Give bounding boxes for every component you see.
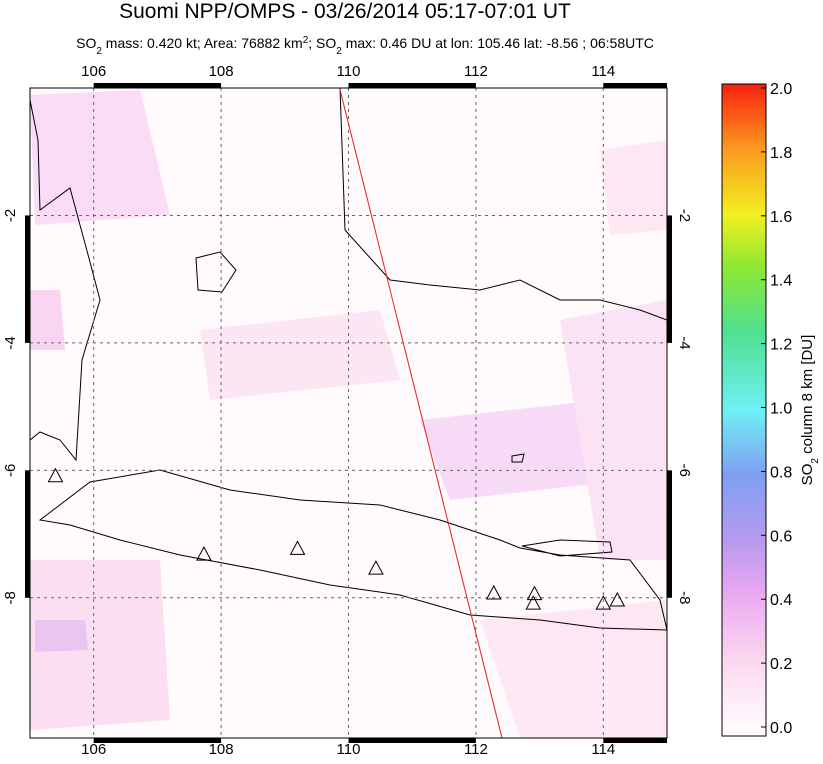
- x-tick-label: 108: [209, 63, 234, 80]
- x-tick-label: 106: [81, 63, 106, 80]
- colorbar-tick-label: 0.6: [770, 528, 792, 545]
- colorbar-tick-label: 1.6: [770, 209, 792, 226]
- frame-band: [25, 470, 30, 598]
- volcano: [47, 467, 64, 483]
- subscript: 2: [810, 458, 821, 464]
- text-part: ; SO: [308, 35, 336, 51]
- colorbar-tick-label: 1.4: [770, 273, 792, 290]
- frame-band: [93, 83, 222, 88]
- colorbar-tick-label: 1.2: [770, 337, 792, 354]
- y-tick-label: -2: [676, 209, 693, 222]
- subscript: 2: [96, 46, 102, 57]
- x-tick-label: 112: [464, 63, 488, 80]
- volcano: [526, 585, 543, 601]
- text-part: mass: 0.420 kt; Area: 76882 km: [102, 35, 303, 51]
- colorbar-tick-label: 0.4: [770, 592, 792, 609]
- y-tick-label: -4: [2, 336, 19, 349]
- colorbar-tick-label: 2.0: [770, 81, 792, 98]
- coastline: [30, 88, 667, 631]
- x-tick-label: 110: [337, 63, 361, 80]
- orbit-track: [339, 87, 503, 739]
- text-part: column 8 km [DU]: [799, 335, 816, 458]
- text-part: SO: [76, 35, 96, 51]
- frame-band: [667, 470, 672, 598]
- volcano: [368, 560, 384, 575]
- frame-band: [348, 738, 476, 743]
- volcano: [609, 591, 626, 607]
- map-layer: [30, 87, 667, 739]
- volcano: [595, 595, 612, 610]
- subtitle: SO2 mass: 0.420 kt; Area: 76882 km2; SO2…: [76, 35, 654, 57]
- x-tick-label: 114: [591, 63, 615, 80]
- y-tick-label: -8: [676, 591, 693, 604]
- frame-band: [93, 738, 222, 743]
- colorbar: [721, 83, 767, 737]
- title: Suomi NPP/OMPS - 03/26/2014 05:17-07:01 …: [119, 0, 571, 23]
- frame-band: [348, 83, 476, 88]
- colorbar-tick-label: 0.2: [770, 656, 792, 673]
- frame-band: [603, 738, 667, 743]
- x-tick-label: 108: [209, 741, 234, 758]
- y-tick-label: -2: [2, 209, 19, 222]
- colorbar-tick-label: 1.8: [770, 145, 792, 162]
- volcano: [485, 584, 502, 600]
- volcano: [525, 595, 542, 610]
- colorbar-tick-label: 0.0: [770, 720, 792, 737]
- colorbar-label: SO2 column 8 km [DU]: [799, 335, 821, 486]
- text-part: max: 0.46 DU at lon: 105.46 lat: -8.56 ;…: [342, 35, 654, 51]
- x-tick-label: 112: [464, 741, 488, 758]
- subscript: 2: [303, 35, 309, 46]
- volcano: [289, 540, 306, 555]
- y-tick-label: -8: [2, 591, 19, 604]
- y-tick-label: -6: [676, 464, 693, 477]
- x-tick-label: 106: [81, 741, 106, 758]
- x-tick-label: 114: [591, 741, 615, 758]
- frame-band: [603, 83, 667, 88]
- colorbar-tick-label: 1.0: [770, 401, 792, 418]
- text-part: SO: [799, 464, 816, 486]
- volcano: [196, 546, 212, 561]
- x-tick-label: 110: [337, 741, 361, 758]
- y-tick-label: -6: [2, 464, 19, 477]
- frame-band: [25, 215, 30, 343]
- colorbar-tick-label: 0.8: [770, 464, 792, 481]
- subscript: 2: [336, 46, 342, 57]
- frame-band: [667, 215, 672, 343]
- y-tick-label: -4: [676, 336, 693, 349]
